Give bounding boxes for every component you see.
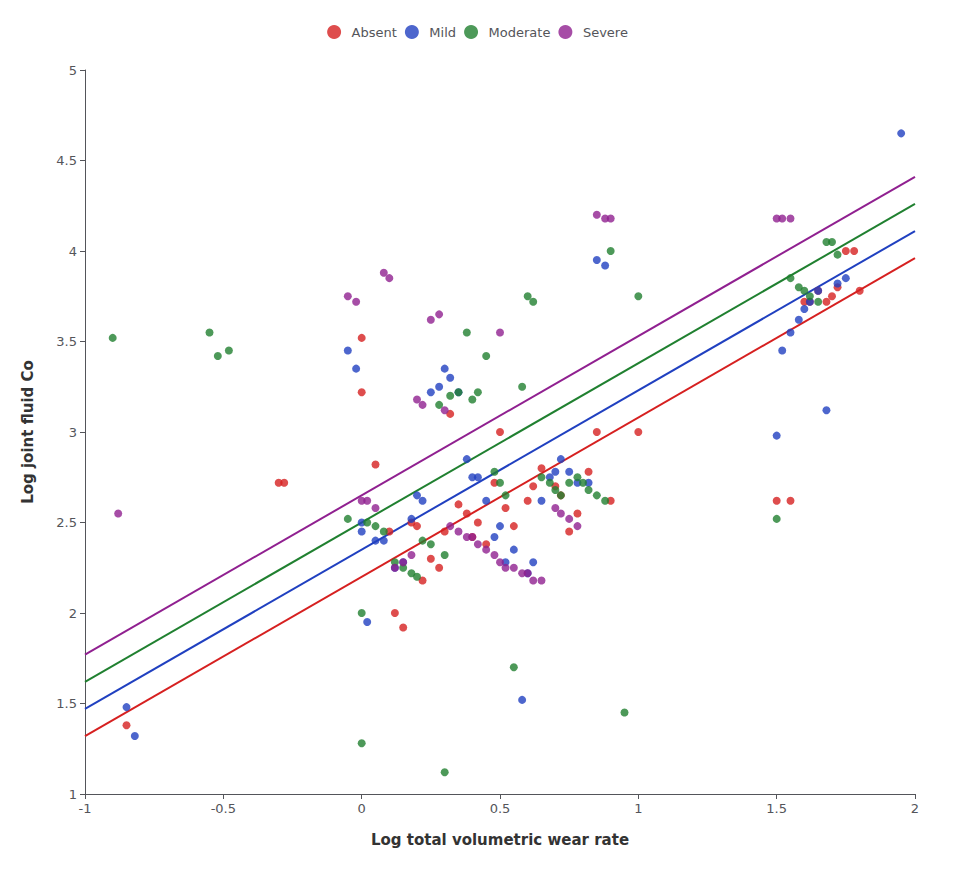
- svg-text:4: 4: [69, 244, 77, 259]
- svg-text:3: 3: [69, 425, 77, 440]
- svg-text:-1: -1: [79, 801, 92, 816]
- svg-text:1: 1: [69, 787, 77, 802]
- svg-text:-0.5: -0.5: [211, 801, 236, 816]
- svg-text:Log joint fluid Co: Log joint fluid Co: [19, 360, 37, 504]
- svg-text:2.5: 2.5: [56, 515, 77, 530]
- svg-text:Mild: Mild: [429, 25, 456, 40]
- svg-text:Log total volumetric wear rate: Log total volumetric wear rate: [371, 831, 629, 849]
- svg-text:Moderate: Moderate: [489, 25, 551, 40]
- svg-text:4.5: 4.5: [56, 153, 77, 168]
- svg-text:1.5: 1.5: [56, 696, 77, 711]
- svg-text:0: 0: [358, 801, 366, 816]
- svg-text:1: 1: [634, 801, 642, 816]
- svg-text:5: 5: [69, 63, 77, 78]
- svg-text:2: 2: [911, 801, 919, 816]
- svg-text:Absent: Absent: [352, 25, 397, 40]
- svg-text:3.5: 3.5: [56, 334, 77, 349]
- svg-text:1.5: 1.5: [766, 801, 787, 816]
- svg-text:0.5: 0.5: [490, 801, 511, 816]
- svg-text:2: 2: [69, 606, 77, 621]
- svg-text:Severe: Severe: [583, 25, 628, 40]
